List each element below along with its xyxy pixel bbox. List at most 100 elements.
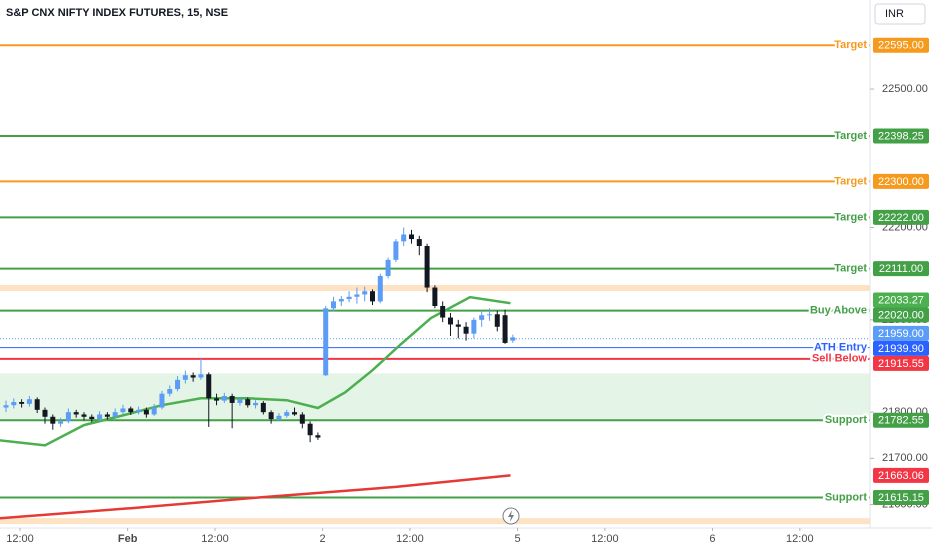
price-badge-label: 22111.00	[879, 263, 923, 275]
candle-body	[120, 408, 126, 413]
y-tick-label: 21700.00	[882, 452, 928, 464]
x-tick-label: 12:00	[591, 533, 619, 545]
level-name: Target	[834, 130, 867, 142]
candle-body	[370, 291, 376, 302]
candle-body	[377, 276, 383, 302]
candle-body	[245, 399, 251, 406]
price-badge-label: 21915.55	[878, 358, 924, 370]
candle-body	[190, 375, 196, 378]
candle-body	[11, 402, 17, 406]
candle-body	[26, 399, 32, 404]
price-badge	[873, 325, 929, 341]
candle-body	[323, 308, 329, 376]
x-tick-label: 12:00	[6, 533, 34, 545]
candle-body	[268, 412, 274, 420]
price-badge-label: 22033.27	[878, 294, 924, 306]
price-badge	[873, 261, 929, 277]
price-badge-label: 22020.00	[878, 309, 924, 321]
moving-average	[0, 295, 511, 447]
price-badge	[873, 307, 929, 323]
candle-body	[385, 259, 391, 276]
level-name: Target	[834, 39, 867, 51]
level-name: Target	[834, 211, 867, 223]
currency-button-box[interactable]	[874, 3, 926, 25]
candle-body	[50, 416, 56, 424]
price-badge-label: 21959.00	[878, 328, 924, 340]
x-tick-label: 2	[320, 533, 326, 545]
price-badge-label: 21782.55	[878, 415, 924, 427]
candle-body	[424, 246, 430, 288]
candle-body	[229, 396, 235, 403]
candle-body	[34, 399, 40, 410]
price-badge	[873, 355, 929, 371]
candle-body	[292, 412, 298, 415]
candle-body	[479, 315, 485, 320]
candle-body	[331, 301, 337, 309]
candle-body	[494, 314, 500, 327]
candle-body	[346, 296, 352, 300]
candle-body	[198, 374, 204, 378]
candle-body	[253, 402, 259, 406]
price-badge	[873, 467, 929, 483]
candle-body	[486, 314, 492, 316]
level-name: Buy Above	[810, 305, 867, 317]
candle-body	[182, 375, 188, 380]
x-tick-label: Feb	[118, 533, 138, 545]
y-tick-label: 22500.00	[882, 83, 928, 95]
candle-body	[104, 414, 110, 417]
price-badge	[873, 340, 929, 356]
x-tick-label: 12:00	[201, 533, 229, 545]
x-tick-label: 12:00	[396, 533, 424, 545]
level-name: Support	[825, 414, 867, 426]
candle-body	[307, 423, 313, 436]
candle-body	[136, 409, 142, 413]
currency-button-label[interactable]: INR	[885, 8, 904, 20]
candle-body	[73, 412, 79, 415]
candle-body	[362, 291, 368, 295]
candle-body	[471, 319, 477, 334]
candle-body	[151, 407, 157, 415]
candle-body	[408, 234, 414, 240]
price-badge-label: 22222.00	[878, 212, 924, 224]
candle-body	[432, 287, 438, 306]
plot-area	[0, 44, 870, 525]
candle-body	[58, 421, 64, 424]
candle-body	[315, 435, 321, 438]
price-badge	[873, 173, 929, 189]
candle-body	[260, 402, 266, 413]
level-name: Support	[825, 491, 867, 503]
candle-body	[338, 299, 344, 302]
x-tick-label: 6	[709, 533, 715, 545]
currency-button[interactable]: INR	[874, 3, 926, 25]
candle-body	[81, 414, 87, 417]
candle-body	[214, 398, 220, 401]
candle-body	[19, 402, 25, 404]
replay-icon[interactable]	[502, 507, 520, 525]
candle-body	[143, 409, 149, 415]
moving-average	[0, 474, 511, 520]
candle-body	[3, 405, 9, 408]
chart-title: S&P CNX NIFTY INDEX FUTURES, 15, NSE	[6, 7, 228, 19]
level-name: Sell Below	[812, 353, 867, 365]
candle-body	[447, 317, 453, 325]
candle-body	[455, 324, 461, 327]
candle-body	[112, 412, 118, 417]
candle-body	[276, 415, 282, 420]
replay-icon-bolt[interactable]	[508, 510, 514, 522]
candle-body	[463, 326, 469, 334]
candle-body	[354, 294, 360, 297]
price-badge-label: 21939.90	[878, 343, 924, 355]
candle-body	[393, 241, 399, 260]
level-name: Target	[834, 263, 867, 275]
candle-body	[65, 412, 71, 422]
candle-body	[221, 396, 227, 401]
candle-body	[502, 315, 508, 343]
price-badge	[873, 37, 929, 53]
price-badge-label: 21615.15	[878, 492, 924, 504]
x-tick-label: 12:00	[786, 533, 814, 545]
candle-body	[97, 414, 103, 420]
price-badge-label: 22398.25	[878, 130, 924, 142]
candle-body	[175, 379, 181, 390]
price-badge	[873, 412, 929, 428]
x-tick-label: 5	[514, 533, 520, 545]
